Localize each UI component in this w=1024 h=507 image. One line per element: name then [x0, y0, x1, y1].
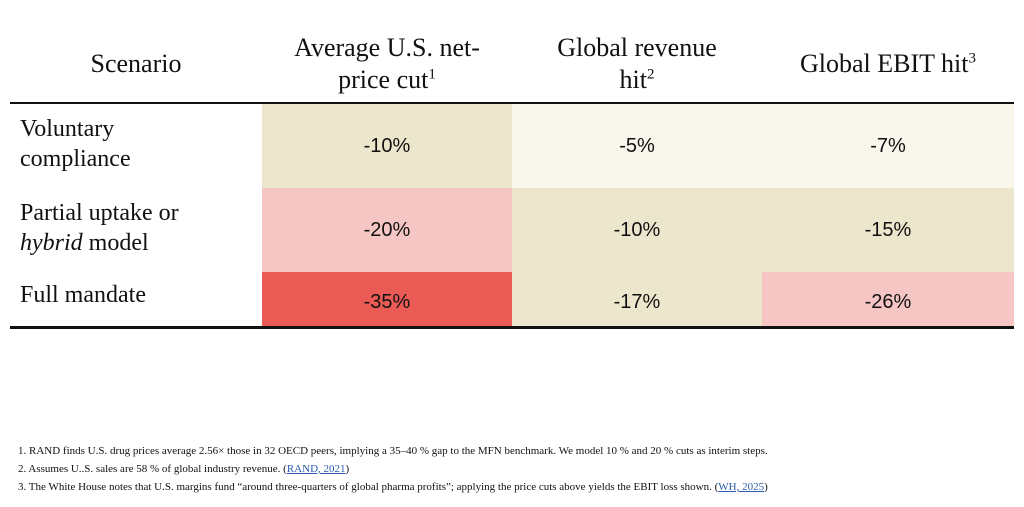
cell-ebit-hit: -15% [762, 188, 1014, 272]
table-row: Voluntary compliance -10% -5% -7% [10, 104, 1014, 188]
scenario-table: Scenario Average U.S. net-price cut1 Glo… [10, 22, 1014, 329]
footnote-2: 2. Assumes U..S. sales are 58 % of globa… [18, 463, 350, 475]
header-price-cut: Average U.S. net-price cut1 [294, 33, 480, 94]
row-label-voluntary: Voluntary compliance [20, 116, 131, 172]
table-row: Partial uptake or hybrid model -20% -10% … [10, 188, 1014, 272]
footnote-3: 3. The White House notes that U.S. margi… [18, 481, 768, 493]
cell-price-cut: -35% [262, 272, 512, 326]
header-ebit-hit: Global EBIT hit3 [799, 49, 976, 78]
footnote-1: 1. RAND finds U.S. drug prices average 2… [18, 445, 768, 457]
cell-revenue-hit: -10% [512, 188, 762, 272]
table-header-row: Scenario Average U.S. net-price cut1 Glo… [10, 22, 1014, 104]
row-label-partial: Partial uptake or hybrid model [20, 200, 179, 256]
footnotes: 1. RAND finds U.S. drug prices average 2… [18, 442, 768, 496]
row-label-full-mandate: Full mandate [20, 282, 146, 308]
header-scenario: Scenario [90, 49, 182, 78]
wh-2025-link[interactable]: WH, 2025 [718, 481, 765, 493]
cell-revenue-hit: -17% [512, 272, 762, 326]
table-row: Full mandate -35% -17% -26% [10, 272, 1014, 329]
rand-2021-link[interactable]: RAND, 2021 [286, 463, 346, 475]
cell-price-cut: -20% [262, 188, 512, 272]
cell-ebit-hit: -7% [762, 104, 1014, 188]
header-revenue-hit: Global revenue hit2 [557, 33, 717, 94]
cell-ebit-hit: -26% [762, 272, 1014, 326]
cell-revenue-hit: -5% [512, 104, 762, 188]
cell-price-cut: -10% [262, 104, 512, 188]
